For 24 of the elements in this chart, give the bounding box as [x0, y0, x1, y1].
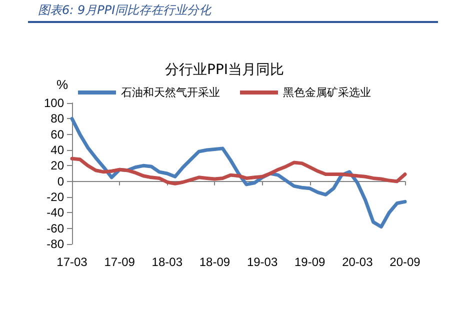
legend-label: 黑色金属矿采选业 — [283, 86, 371, 99]
legend-label: 石油和天然气开采业 — [121, 86, 220, 99]
x-tick-label: 20-09 — [390, 255, 421, 269]
y-tick-label: 20 — [50, 158, 64, 173]
y-tick-label: 60 — [50, 127, 64, 142]
y-tick-label: -40 — [46, 206, 64, 220]
y-axis-title: % — [56, 77, 68, 92]
x-tick-label: 18-09 — [199, 255, 230, 269]
y-tick-label: -20 — [46, 190, 64, 204]
chart-subtitle: 分行业PPI当月同比 — [164, 62, 284, 78]
y-tick-label: 100 — [44, 96, 64, 110]
chart-title: 图表6: 9月PPI同比存在行业分化 — [38, 2, 212, 19]
y-tick-label: 80 — [50, 112, 64, 126]
y-tick-label: -60 — [46, 221, 64, 236]
x-tick-label: 18-03 — [152, 255, 183, 269]
x-tick-label: 17-09 — [104, 255, 136, 269]
x-tick-label: 19-09 — [294, 255, 326, 269]
y-tick-label: 40 — [50, 143, 64, 157]
line-series — [70, 156, 407, 186]
y-tick-label: -80 — [46, 237, 64, 251]
x-tick-label: 20-03 — [342, 255, 374, 269]
x-tick-label: 19-03 — [246, 255, 278, 269]
y-tick-label: 0 — [57, 174, 64, 188]
x-tick-label: 17-03 — [56, 255, 88, 269]
